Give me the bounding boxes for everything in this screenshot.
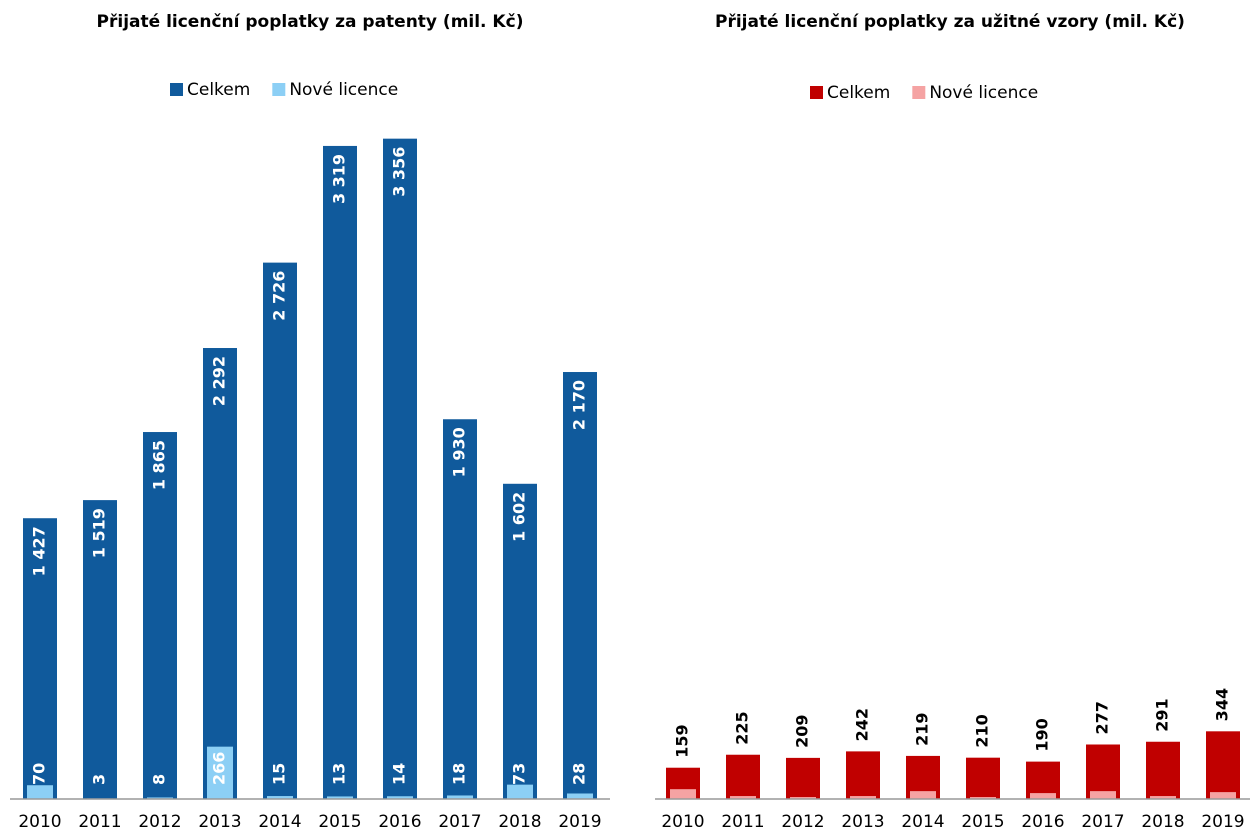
- bar: [263, 262, 297, 800]
- value-label: 8: [150, 774, 169, 785]
- x-tick-label: 2012: [781, 812, 824, 832]
- bar: [670, 789, 696, 799]
- value-label: 1 865: [150, 440, 169, 490]
- value-label: 3 356: [390, 147, 409, 197]
- bar: [567, 793, 593, 799]
- value-label: 73: [510, 763, 529, 785]
- value-label: 18: [450, 763, 469, 785]
- bar: [850, 796, 876, 799]
- x-tick-label: 2014: [258, 812, 301, 832]
- x-tick-label: 2013: [841, 812, 884, 832]
- bar: [910, 791, 936, 799]
- value-label: 14: [390, 763, 409, 785]
- bar: [143, 432, 177, 799]
- value-label: 2 726: [270, 271, 289, 321]
- legend-swatch: [912, 86, 926, 99]
- bar: [846, 751, 880, 799]
- value-label: 209: [793, 714, 812, 747]
- value-label: 242: [853, 708, 872, 741]
- value-label: 1 930: [450, 427, 469, 477]
- x-tick-label: 2017: [438, 812, 481, 832]
- bar: [507, 784, 533, 799]
- x-tick-label: 2015: [318, 812, 361, 832]
- value-label: 190: [1033, 718, 1052, 751]
- x-tick-label: 2011: [78, 812, 121, 832]
- value-label: 2 170: [570, 380, 589, 430]
- bar: [1090, 791, 1116, 799]
- bar: [383, 138, 417, 799]
- value-label: 28: [570, 763, 589, 785]
- bar: [790, 797, 816, 799]
- x-tick-label: 2016: [1021, 812, 1064, 832]
- legend-label: Celkem: [827, 83, 890, 103]
- x-tick-label: 2010: [18, 812, 61, 832]
- x-tick-label: 2019: [1201, 812, 1244, 832]
- bar: [267, 796, 293, 799]
- x-tick-label: 2011: [721, 812, 764, 832]
- value-label: 15: [270, 763, 289, 785]
- bar: [1086, 744, 1120, 799]
- x-tick-label: 2017: [1081, 812, 1124, 832]
- value-label: 2 292: [210, 356, 229, 406]
- value-label: 291: [1153, 698, 1172, 731]
- bar: [23, 518, 57, 799]
- legend-label: Celkem: [187, 80, 250, 100]
- value-label: 70: [30, 763, 49, 785]
- bar: [203, 348, 237, 799]
- value-label: 277: [1093, 701, 1112, 734]
- bar: [323, 145, 357, 800]
- x-tick-label: 2015: [961, 812, 1004, 832]
- bar: [207, 746, 233, 799]
- legend-label: Nové licence: [289, 80, 398, 100]
- bar: [1210, 792, 1236, 799]
- bar: [730, 796, 756, 799]
- value-label: 266: [210, 752, 229, 785]
- bar: [970, 797, 996, 799]
- bar: [27, 785, 53, 799]
- bar: [1030, 793, 1056, 799]
- value-label: 210: [973, 714, 992, 747]
- value-label: 159: [673, 724, 692, 757]
- value-label: 3: [90, 774, 109, 785]
- x-tick-label: 2018: [1141, 812, 1184, 832]
- bar: [786, 757, 820, 799]
- value-label: 344: [1213, 688, 1232, 721]
- legend-label: Nové licence: [929, 83, 1038, 103]
- value-label: 1 427: [30, 526, 49, 576]
- legend-swatch: [272, 83, 286, 96]
- value-label: 13: [330, 763, 349, 785]
- x-tick-label: 2013: [198, 812, 241, 832]
- value-label: 1 519: [90, 508, 109, 558]
- bar: [1150, 796, 1176, 799]
- value-label: 219: [913, 713, 932, 746]
- bar: [563, 372, 597, 799]
- x-tick-label: 2014: [901, 812, 944, 832]
- bar: [83, 500, 117, 799]
- bar: [1206, 731, 1240, 799]
- chart-title: Přijaté licenční poplatky za užitné vzor…: [715, 12, 1185, 32]
- x-tick-label: 2016: [378, 812, 421, 832]
- bar: [147, 797, 173, 799]
- value-label: 225: [733, 711, 752, 744]
- bar: [387, 796, 413, 799]
- bar: [1146, 741, 1180, 799]
- legend-swatch: [810, 86, 823, 99]
- bar: [1026, 761, 1060, 799]
- bar: [726, 754, 760, 799]
- x-tick-label: 2018: [498, 812, 541, 832]
- bar: [443, 419, 477, 799]
- chart-title: Přijaté licenční poplatky za patenty (mi…: [97, 12, 524, 32]
- bar: [447, 795, 473, 799]
- value-label: 1 602: [510, 492, 529, 542]
- x-tick-label: 2019: [558, 812, 601, 832]
- x-tick-label: 2010: [661, 812, 704, 832]
- value-label: 3 319: [330, 154, 349, 204]
- x-tick-label: 2012: [138, 812, 181, 832]
- legend-swatch: [170, 83, 183, 96]
- bar: [503, 483, 537, 799]
- bar: [327, 796, 353, 799]
- bar: [966, 757, 1000, 799]
